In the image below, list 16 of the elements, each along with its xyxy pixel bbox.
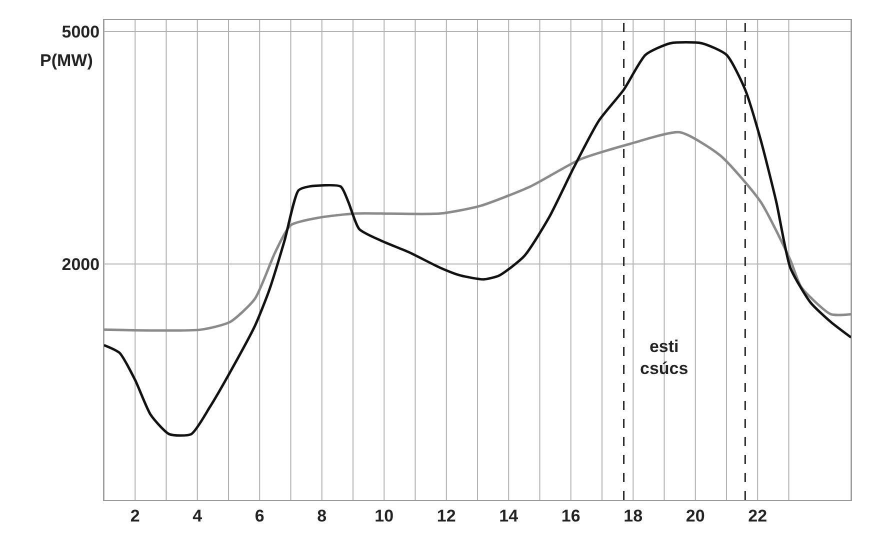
x-tick-label: 12 xyxy=(436,506,456,526)
x-tick-label: 8 xyxy=(317,506,327,526)
y-tick-label: 2000 xyxy=(62,254,100,274)
annotation: esti csúcs xyxy=(640,337,688,378)
x-tick-label: 4 xyxy=(192,506,203,526)
y-tick-label: 5000 xyxy=(62,22,100,42)
x-tick-label: 22 xyxy=(748,506,768,526)
x-tick-label: 16 xyxy=(561,506,580,526)
line-series xyxy=(104,131,851,332)
x-tick-label: 18 xyxy=(624,506,643,526)
x-tick-label: 14 xyxy=(499,506,519,526)
y-axis-title: P(MW) xyxy=(40,51,93,70)
x-tick-label: 10 xyxy=(374,506,394,526)
x-tick-label: 6 xyxy=(254,506,264,526)
x-tick-label: 2 xyxy=(130,506,140,526)
x-tick-label: 20 xyxy=(686,506,705,526)
